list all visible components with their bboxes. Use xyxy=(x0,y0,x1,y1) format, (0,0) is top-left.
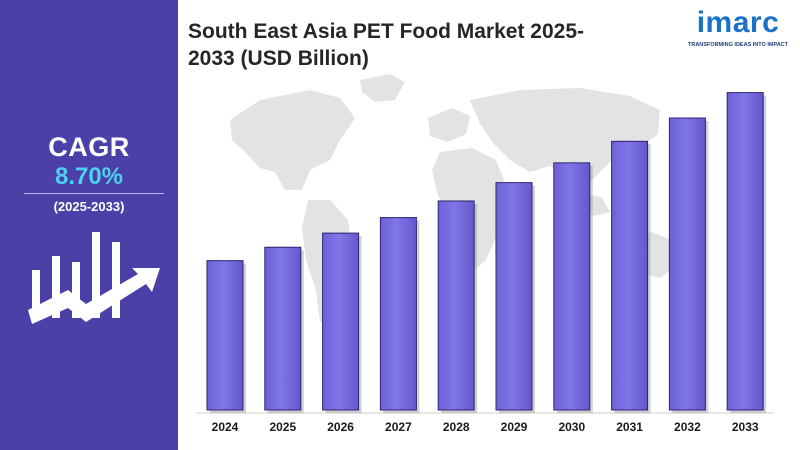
bar-2027 xyxy=(379,217,417,411)
cagr-period: (2025-2033) xyxy=(53,199,125,214)
x-tick-label-2033: 2033 xyxy=(732,420,759,434)
x-tick-label-2024: 2024 xyxy=(212,420,239,434)
bar-2024 xyxy=(206,260,244,411)
bar-2031 xyxy=(611,140,649,411)
x-tick-label-2029: 2029 xyxy=(501,420,528,434)
cagr-divider xyxy=(24,193,164,194)
logo-tagline: TRANSFORMING IDEAS INTO IMPACT xyxy=(687,42,789,48)
bar-2029 xyxy=(495,182,533,411)
bar-series xyxy=(206,92,767,413)
bar-chart: 2024 2025 2026 2027 2028 2029 2030 2031 2032 2033 xyxy=(196,74,774,434)
x-tick-label-2031: 2031 xyxy=(616,420,643,434)
x-tick-label-2026: 2026 xyxy=(327,420,354,434)
logo-wordmark: imarc xyxy=(696,6,780,39)
bar-chart-growth-arrow-icon xyxy=(28,232,160,324)
x-tick-label-2030: 2030 xyxy=(558,420,585,434)
x-tick-label-2032: 2032 xyxy=(674,420,701,434)
x-axis-tick-labels: 2024 2025 2026 2027 2028 2029 2030 2031 2032 2033 xyxy=(212,420,759,434)
bar-2026 xyxy=(322,232,360,411)
x-tick-label-2028: 2028 xyxy=(443,420,470,434)
cagr-value: 8.70% xyxy=(54,163,124,190)
cagr-label: CAGR xyxy=(48,132,130,162)
x-tick-label-2027: 2027 xyxy=(385,420,412,434)
imarc-logo: imarc TRANSFORMING IDEAS INTO IMPACT xyxy=(682,6,794,56)
bar-2030 xyxy=(553,162,591,411)
cagr-panel: CAGR 8.70% (2025-2033) xyxy=(0,0,178,450)
bar-2028 xyxy=(437,200,475,411)
bar-2025 xyxy=(264,246,302,411)
chart-title: South East Asia PET Food Market 2025-203… xyxy=(188,20,584,70)
x-tick-label-2025: 2025 xyxy=(269,420,296,434)
bar-2032 xyxy=(668,117,706,411)
bar-2033 xyxy=(726,92,764,411)
